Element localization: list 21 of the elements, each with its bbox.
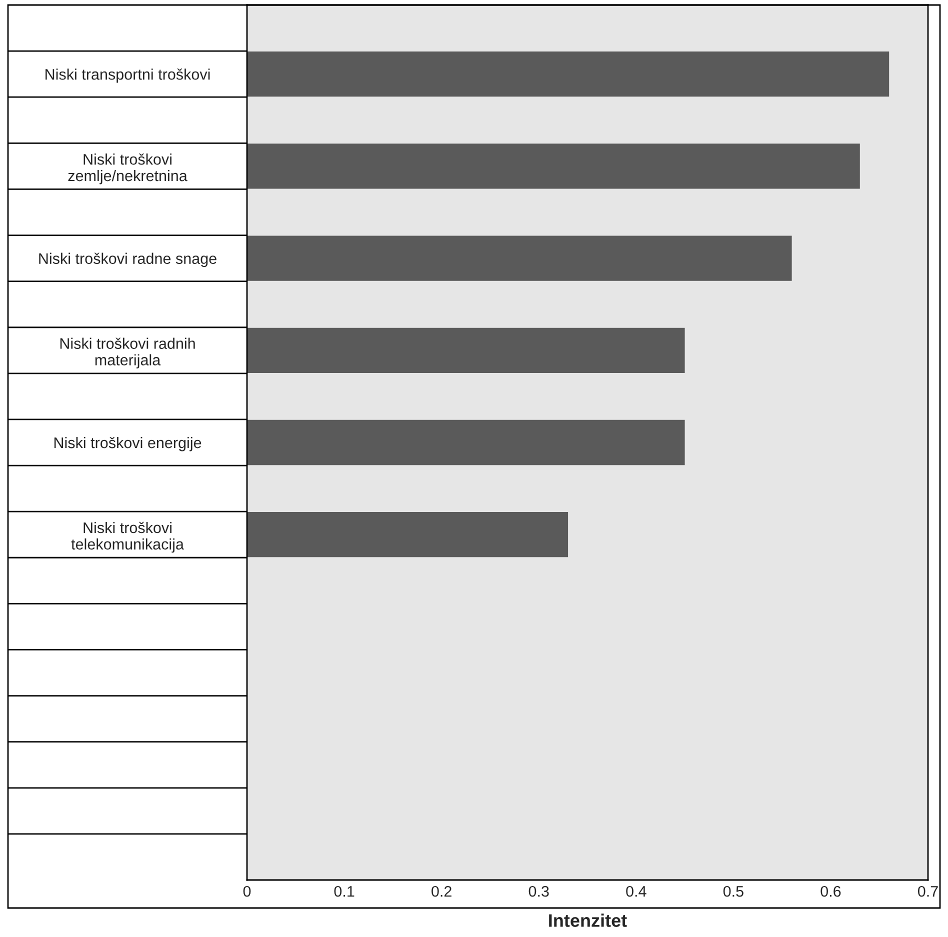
bar bbox=[247, 420, 685, 466]
x-tick-label: 0.3 bbox=[528, 886, 549, 897]
y-tick-label: Niski troškovi telekomunikacija bbox=[71, 522, 184, 553]
x-tick-label: 0 bbox=[243, 886, 251, 897]
y-tick-label: Niski transportni troškovi bbox=[46, 68, 210, 83]
bar bbox=[247, 52, 890, 97]
x-tick-label: 0.1 bbox=[334, 886, 354, 897]
bar bbox=[247, 144, 860, 189]
x-tick-label: 0.6 bbox=[820, 886, 841, 897]
x-axis-title: Intenzitet bbox=[549, 914, 627, 927]
x-tick-label: 0.7 bbox=[918, 886, 938, 897]
bar bbox=[247, 512, 568, 558]
y-tick-label: Niski troškovi radnih materijala bbox=[60, 338, 195, 368]
bar bbox=[247, 328, 685, 373]
x-tick-label: 0.5 bbox=[723, 886, 744, 897]
y-tick-label: Niski troškovi radne snage bbox=[39, 252, 216, 268]
y-tick-label: Niski troškovi zemlje/nekretnina bbox=[68, 153, 188, 184]
x-tick-label: 0.2 bbox=[432, 886, 452, 897]
x-tick-label: 0.4 bbox=[626, 886, 646, 897]
y-tick-label: Niski troškovi energije bbox=[54, 436, 202, 452]
bar bbox=[247, 236, 792, 281]
